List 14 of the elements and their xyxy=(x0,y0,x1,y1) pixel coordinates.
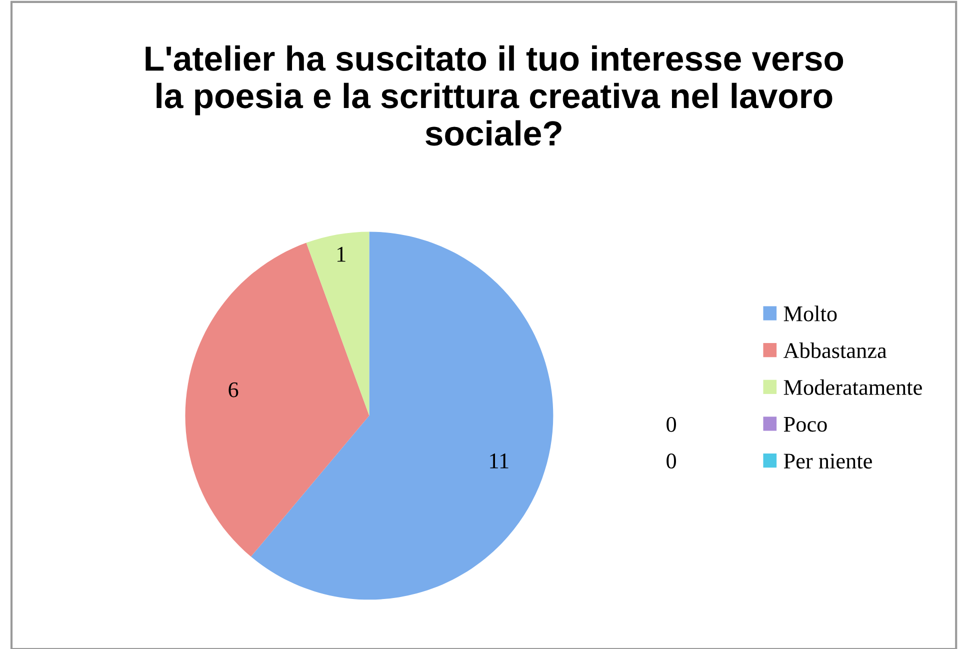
legend-label: Poco xyxy=(784,417,827,432)
pie-slice xyxy=(185,242,370,557)
text: 0 xyxy=(666,454,676,469)
data-label: 11 xyxy=(490,454,508,468)
legend-label: Per niente xyxy=(784,454,872,469)
legend-label: Abbastanza xyxy=(783,342,887,358)
text: 0 xyxy=(666,416,676,432)
legend-label: Moderatamente xyxy=(784,379,922,395)
chart-title: L'atelier ha suscitato il tuo interesse verso la poesia e la scrittura creativa nel lavoro sociale? xyxy=(146,45,844,146)
data-label: 6 xyxy=(228,382,238,398)
legend-label: Molto xyxy=(784,306,837,322)
data-label: 1 xyxy=(338,246,346,262)
pie-slice xyxy=(250,232,554,600)
pie-slice xyxy=(306,232,370,416)
